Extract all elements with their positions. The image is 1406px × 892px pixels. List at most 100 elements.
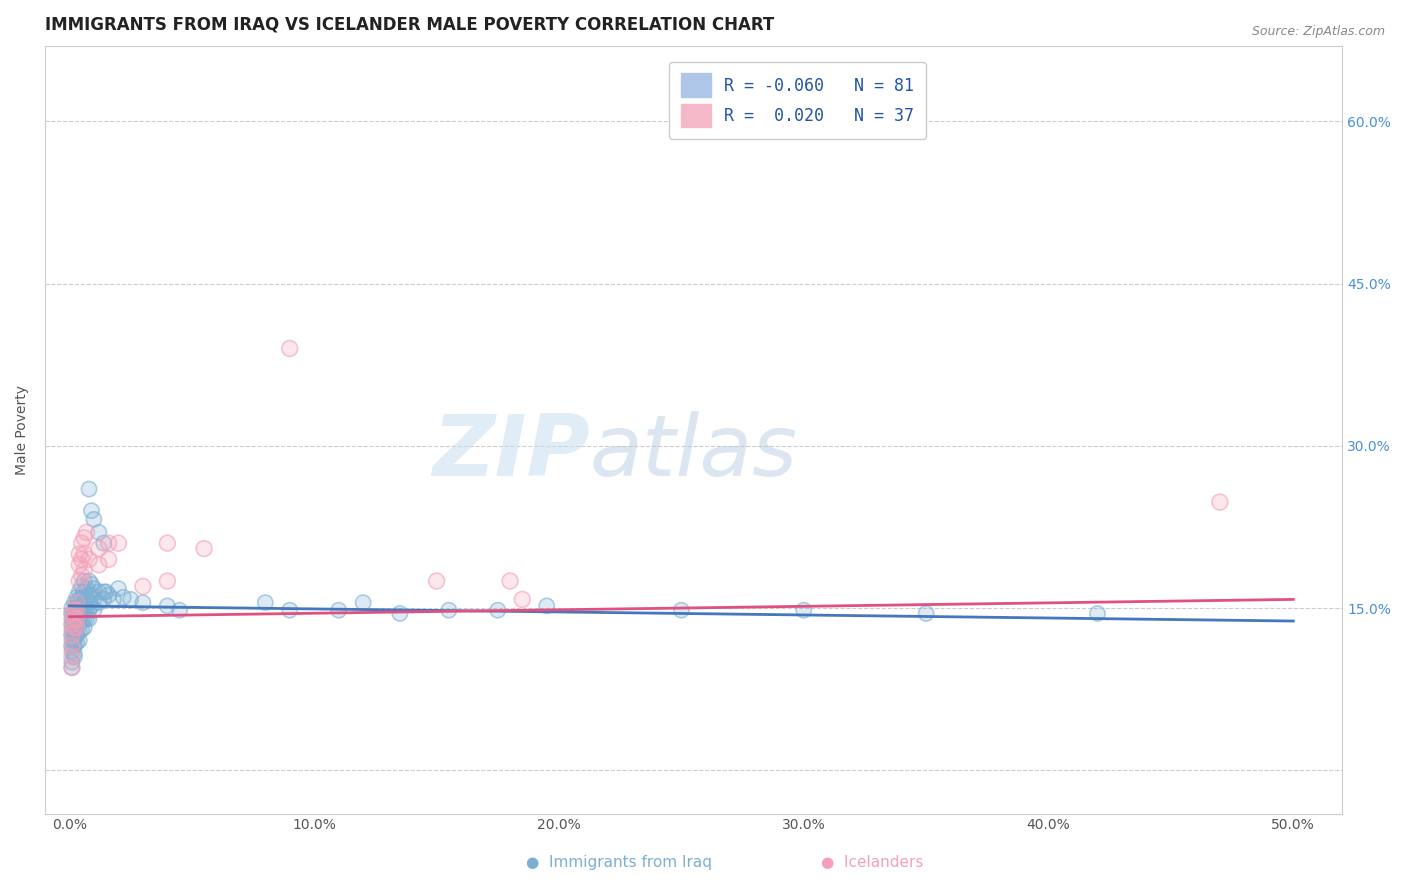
Point xyxy=(76,603,98,617)
Point xyxy=(87,584,110,599)
Point xyxy=(63,603,86,617)
Point xyxy=(278,342,301,356)
Point xyxy=(132,579,155,593)
Point xyxy=(254,596,277,610)
Point xyxy=(60,649,83,664)
Point xyxy=(70,599,93,613)
Point xyxy=(278,603,301,617)
Point xyxy=(60,655,83,669)
Text: atlas: atlas xyxy=(591,411,797,494)
Point xyxy=(107,536,129,550)
Point xyxy=(66,596,89,610)
Point xyxy=(77,596,100,610)
Point xyxy=(156,599,179,613)
Point xyxy=(67,558,90,572)
Point xyxy=(66,617,89,632)
Point xyxy=(97,588,120,602)
Point xyxy=(70,579,93,593)
Point xyxy=(60,639,83,653)
Point xyxy=(77,552,100,566)
Point xyxy=(67,603,90,617)
Point xyxy=(67,574,90,588)
Point xyxy=(73,584,96,599)
Point xyxy=(73,603,96,617)
Point xyxy=(671,603,693,617)
Point xyxy=(60,612,83,626)
Legend: R = -0.060   N = 81, R =  0.020   N = 37: R = -0.060 N = 81, R = 0.020 N = 37 xyxy=(669,62,925,139)
Point xyxy=(426,574,449,588)
Point xyxy=(63,647,86,661)
Point xyxy=(70,623,93,637)
Point xyxy=(60,607,83,621)
Text: Source: ZipAtlas.com: Source: ZipAtlas.com xyxy=(1251,25,1385,38)
Point xyxy=(67,547,90,561)
Point xyxy=(63,628,86,642)
Point xyxy=(169,603,191,617)
Point xyxy=(80,588,103,602)
Point xyxy=(103,592,125,607)
Point xyxy=(60,639,83,653)
Point xyxy=(93,592,115,607)
Point xyxy=(70,579,93,593)
Point xyxy=(67,592,90,607)
Point xyxy=(66,628,89,642)
Point xyxy=(77,574,100,588)
Point xyxy=(93,584,115,599)
Point xyxy=(66,635,89,649)
Point xyxy=(73,563,96,577)
Point xyxy=(1209,495,1232,509)
Point xyxy=(107,582,129,596)
Point xyxy=(486,603,509,617)
Point xyxy=(96,584,118,599)
Point xyxy=(60,601,83,615)
Point xyxy=(67,617,90,632)
Point xyxy=(671,603,693,617)
Point xyxy=(97,552,120,566)
Point xyxy=(73,596,96,610)
Point xyxy=(67,624,90,639)
Point xyxy=(87,596,110,610)
Point xyxy=(60,617,83,632)
Point xyxy=(73,547,96,561)
Point xyxy=(76,592,98,607)
Point xyxy=(70,607,93,621)
Point xyxy=(63,628,86,642)
Point xyxy=(536,599,558,613)
Point xyxy=(76,612,98,626)
Point xyxy=(499,574,522,588)
Point xyxy=(70,536,93,550)
Point xyxy=(63,608,86,623)
Point xyxy=(73,596,96,610)
Point xyxy=(60,607,83,621)
Point xyxy=(67,592,90,607)
Point xyxy=(437,603,460,617)
Point xyxy=(60,644,83,658)
Point xyxy=(67,547,90,561)
Point xyxy=(60,660,83,674)
Point xyxy=(60,644,83,658)
Point xyxy=(60,628,83,642)
Point xyxy=(76,612,98,626)
Point xyxy=(63,649,86,664)
Point xyxy=(70,607,93,621)
Point xyxy=(73,620,96,634)
Point xyxy=(83,582,105,596)
Point xyxy=(66,603,89,617)
Point xyxy=(73,603,96,617)
Point xyxy=(73,620,96,634)
Point xyxy=(73,563,96,577)
Point xyxy=(87,584,110,599)
Point xyxy=(80,588,103,602)
Point xyxy=(73,574,96,588)
Point xyxy=(73,547,96,561)
Point xyxy=(328,603,350,617)
Point xyxy=(60,649,83,664)
Point xyxy=(278,603,301,617)
Point xyxy=(83,512,105,526)
Point xyxy=(60,633,83,648)
Point xyxy=(60,607,83,621)
Point xyxy=(76,525,98,540)
Point xyxy=(66,607,89,621)
Point xyxy=(499,574,522,588)
Point xyxy=(70,568,93,582)
